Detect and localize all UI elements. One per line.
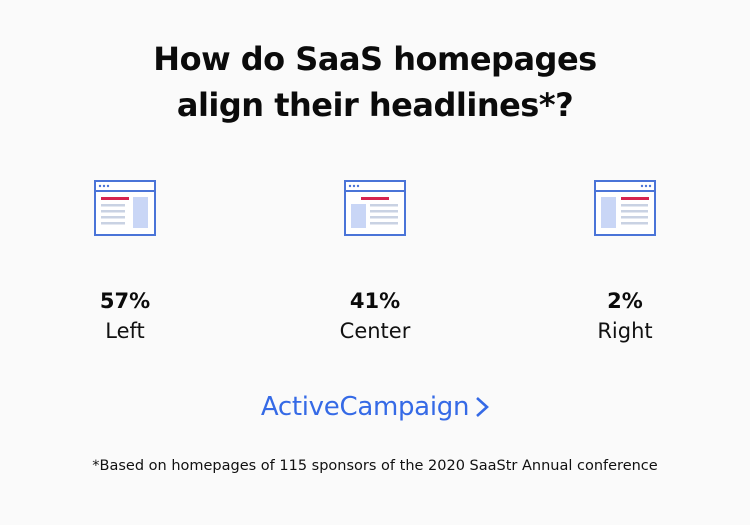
stat-right-value: 2%	[607, 289, 643, 313]
chart-title: How do SaaS homepages align their headli…	[0, 36, 750, 128]
chevron-right-icon	[476, 397, 490, 417]
left-aligned-page-icon	[94, 180, 156, 236]
right-aligned-page-icon	[594, 180, 656, 236]
footnote: *Based on homepages of 115 sponsors of t…	[92, 458, 658, 474]
stat-right-label: Right	[597, 319, 653, 343]
stat-center-value: 41%	[349, 289, 401, 313]
title-line-1: How do SaaS homepages	[153, 40, 597, 78]
title-line-2: align their headlines*?	[176, 86, 574, 124]
stat-right: 2% Right	[525, 180, 725, 345]
stat-center: 41% Center	[275, 180, 475, 345]
stat-left-label: Left	[105, 319, 145, 343]
brand-name: ActiveCampaign	[260, 392, 470, 422]
stat-left-value: 57%	[99, 289, 151, 313]
stat-center-label: Center	[339, 319, 411, 343]
center-aligned-page-icon	[344, 180, 406, 236]
stat-left: 57% Left	[25, 180, 225, 345]
brand-logo: ActiveCampaign	[0, 392, 750, 422]
